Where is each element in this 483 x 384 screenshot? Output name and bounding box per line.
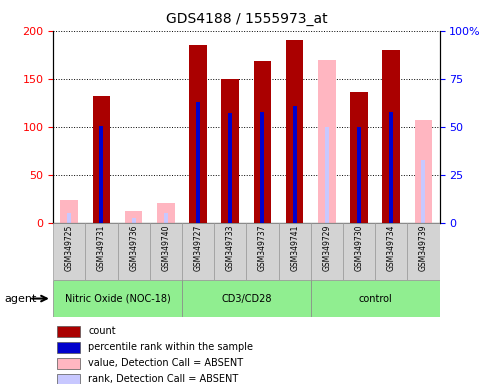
Text: CD3/CD28: CD3/CD28 <box>221 293 271 304</box>
Bar <box>150 223 182 280</box>
Bar <box>325 127 329 223</box>
Text: GSM349740: GSM349740 <box>161 224 170 271</box>
Bar <box>189 45 207 223</box>
Bar <box>85 223 117 280</box>
Text: rank, Detection Call = ABSENT: rank, Detection Call = ABSENT <box>88 374 238 384</box>
Bar <box>350 92 368 223</box>
Bar <box>53 223 85 280</box>
Bar <box>414 120 432 223</box>
Bar <box>311 280 440 317</box>
Text: agent: agent <box>5 294 37 304</box>
Text: GSM349733: GSM349733 <box>226 224 235 271</box>
Text: GSM349737: GSM349737 <box>258 224 267 271</box>
Bar <box>57 358 80 369</box>
Bar <box>57 374 80 384</box>
Bar <box>407 223 440 280</box>
Text: value, Detection Call = ABSENT: value, Detection Call = ABSENT <box>88 358 243 368</box>
Bar <box>221 79 239 223</box>
Bar <box>125 211 142 223</box>
Bar <box>260 113 264 223</box>
Text: GSM349729: GSM349729 <box>322 224 331 271</box>
Bar <box>318 60 336 223</box>
Text: GSM349730: GSM349730 <box>355 224 364 271</box>
Bar <box>389 113 393 223</box>
Bar <box>228 113 232 223</box>
Bar <box>57 342 80 353</box>
Text: GSM349741: GSM349741 <box>290 224 299 271</box>
Bar <box>422 161 426 223</box>
Bar <box>293 106 297 223</box>
Bar <box>93 96 110 223</box>
Bar <box>383 50 400 223</box>
Text: count: count <box>88 326 115 336</box>
Bar <box>311 223 343 280</box>
Text: GSM349725: GSM349725 <box>65 224 74 271</box>
Bar <box>157 203 175 223</box>
Bar <box>57 326 80 337</box>
Bar <box>53 280 182 317</box>
Text: GSM349727: GSM349727 <box>194 224 202 271</box>
Bar <box>60 200 78 223</box>
Bar <box>357 127 361 223</box>
Bar <box>182 280 311 317</box>
Bar <box>196 102 200 223</box>
Text: percentile rank within the sample: percentile rank within the sample <box>88 342 253 352</box>
Bar <box>117 223 150 280</box>
Text: GSM349736: GSM349736 <box>129 224 138 271</box>
Bar <box>99 126 103 223</box>
Bar <box>132 218 136 223</box>
Text: GSM349734: GSM349734 <box>387 224 396 271</box>
Bar <box>164 213 168 223</box>
Bar <box>246 223 279 280</box>
Bar <box>254 61 271 223</box>
Bar <box>286 40 303 223</box>
Bar <box>182 223 214 280</box>
Title: GDS4188 / 1555973_at: GDS4188 / 1555973_at <box>166 12 327 25</box>
Text: control: control <box>358 293 392 304</box>
Bar <box>343 223 375 280</box>
Bar <box>375 223 407 280</box>
Bar <box>279 223 311 280</box>
Bar <box>214 223 246 280</box>
Bar <box>67 213 71 223</box>
Text: GSM349739: GSM349739 <box>419 224 428 271</box>
Text: GSM349731: GSM349731 <box>97 224 106 271</box>
Text: Nitric Oxide (NOC-18): Nitric Oxide (NOC-18) <box>65 293 170 304</box>
